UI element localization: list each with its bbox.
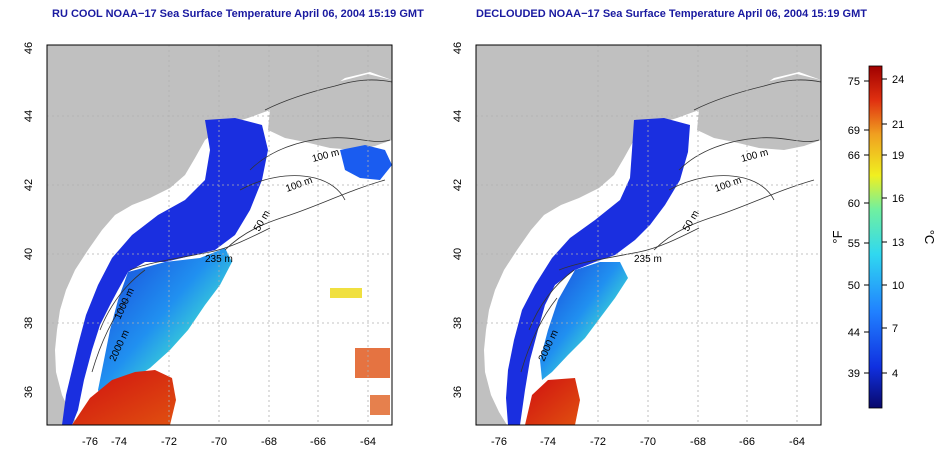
fahrenheit-tick-label: 69 xyxy=(848,125,860,137)
left-xtick-label: -76 xyxy=(82,436,98,448)
celsius-unit-label: °C xyxy=(922,230,937,245)
left-xtick-label: -70 xyxy=(211,436,227,448)
right-map-title: DECLOUDED NOAA−17 Sea Surface Temperatur… xyxy=(476,8,867,20)
right-map: -76 -74 -72 -70 -68 -66 -64 36 38 40 42 … xyxy=(452,42,822,448)
left-xtick-label: -64 xyxy=(360,436,376,448)
left-bathymetry-contours xyxy=(91,79,392,373)
left-ytick-label: 44 xyxy=(23,110,35,122)
fahrenheit-tick-label: 60 xyxy=(848,198,860,210)
right-grid xyxy=(476,45,821,425)
right-xtick-label: -76 xyxy=(491,436,507,448)
right-ytick-label: 42 xyxy=(452,179,464,191)
left-map-frame xyxy=(46,44,393,426)
right-ytick-label: 46 xyxy=(452,42,464,54)
fahrenheit-tick-label: 50 xyxy=(848,280,860,292)
left-xtick-label: -74 xyxy=(111,436,127,448)
left-xtick-label: -68 xyxy=(261,436,277,448)
right-contour-label: 235 m xyxy=(634,254,662,265)
right-xtick-label: -66 xyxy=(739,436,755,448)
celsius-tick-label: 7 xyxy=(892,323,898,335)
right-xtick-label: -64 xyxy=(789,436,805,448)
right-xtick-label: -72 xyxy=(590,436,606,448)
right-ytick-label: 36 xyxy=(452,386,464,398)
right-xtick-label: -68 xyxy=(690,436,706,448)
left-ytick-label: 36 xyxy=(23,386,35,398)
left-ytick-label: 38 xyxy=(23,317,35,329)
celsius-tick-label: 19 xyxy=(892,150,904,162)
right-xtick-label: -74 xyxy=(540,436,556,448)
fahrenheit-tick-label: 75 xyxy=(848,76,860,88)
temperature-colorbar: 75 69 66 60 55 50 44 39 24 21 19 16 13 1… xyxy=(830,65,937,409)
left-grid xyxy=(47,45,392,425)
left-ytick-label: 42 xyxy=(23,179,35,191)
celsius-tick-label: 24 xyxy=(892,74,904,86)
right-sst-field xyxy=(506,118,690,425)
celsius-tick-label: 13 xyxy=(892,237,904,249)
left-map: -76 -74 -72 -70 -68 -66 -64 36 38 40 42 … xyxy=(23,42,393,448)
fahrenheit-tick-label: 44 xyxy=(848,327,860,339)
fahrenheit-tick-label: 39 xyxy=(848,368,860,380)
left-xtick-label: -72 xyxy=(161,436,177,448)
colorbar-gradient xyxy=(868,65,883,409)
fahrenheit-unit-label: °F xyxy=(830,230,845,243)
right-map-frame xyxy=(475,44,822,426)
left-sst-field xyxy=(62,118,392,425)
celsius-tick-label: 16 xyxy=(892,193,904,205)
celsius-tick-label: 21 xyxy=(892,119,904,131)
fahrenheit-tick-label: 66 xyxy=(848,150,860,162)
fahrenheit-tick-label: 55 xyxy=(848,238,860,250)
left-ytick-label: 40 xyxy=(23,248,35,260)
celsius-tick-label: 4 xyxy=(892,368,898,380)
celsius-tick-label: 10 xyxy=(892,280,904,292)
right-xtick-label: -70 xyxy=(640,436,656,448)
left-contour-label: 235 m xyxy=(205,254,233,265)
left-xtick-label: -66 xyxy=(310,436,326,448)
right-ytick-label: 40 xyxy=(452,248,464,260)
left-map-title: RU COOL NOAA−17 Sea Surface Temperature … xyxy=(52,8,424,20)
right-ytick-label: 38 xyxy=(452,317,464,329)
right-ytick-label: 44 xyxy=(452,110,464,122)
left-ytick-label: 46 xyxy=(23,42,35,54)
